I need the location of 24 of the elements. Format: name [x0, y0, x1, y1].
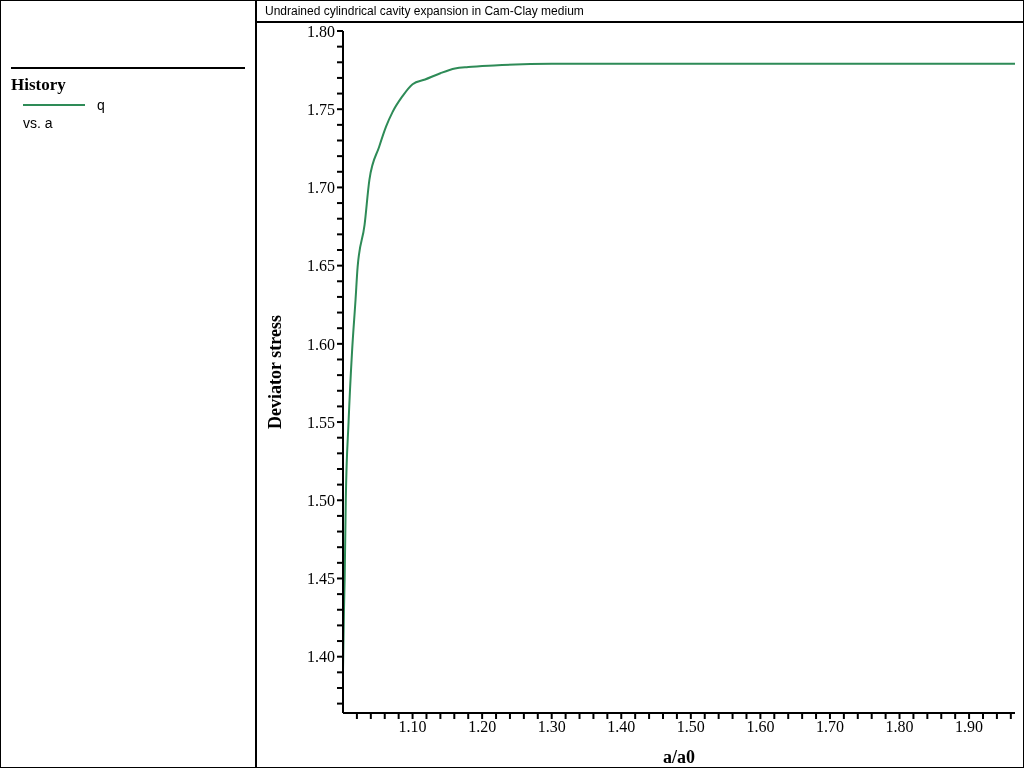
legend-label: q — [97, 97, 105, 113]
y-tick-label: 1.75 — [307, 100, 335, 118]
y-tick-label: 1.70 — [307, 179, 335, 197]
x-tick-label: 1.40 — [607, 718, 636, 736]
x-tick-label: 1.80 — [885, 718, 914, 736]
x-tick-label: 1.50 — [676, 718, 705, 736]
legend-title: History — [11, 75, 67, 95]
y-tick-label: 1.55 — [307, 413, 335, 431]
x-axis-title: a/a0 — [662, 747, 696, 767]
y-tick-label: 1.40 — [307, 648, 335, 666]
x-tick-label: 1.70 — [815, 718, 844, 736]
y-tick-label: 1.65 — [307, 257, 335, 275]
text: vs. a — [23, 115, 54, 131]
x-tick-label: 1.90 — [955, 718, 984, 736]
y-tick-label: 1.45 — [307, 570, 335, 588]
y-tick-label: 1.80 — [307, 22, 335, 40]
x-tick-label: 1.60 — [746, 718, 775, 736]
y-axis-title: Deviator stress — [265, 315, 286, 429]
x-tick-label: 1.20 — [468, 718, 497, 736]
chart-title: Undrained cylindrical cavity expansion in Cam-Clay medium — [257, 1, 1023, 23]
x-tick-label: 1.30 — [537, 718, 566, 736]
x-tick-label: 1.10 — [398, 718, 427, 736]
y-tick-label: 1.50 — [307, 491, 335, 509]
y-tick-label: 1.60 — [307, 335, 335, 353]
